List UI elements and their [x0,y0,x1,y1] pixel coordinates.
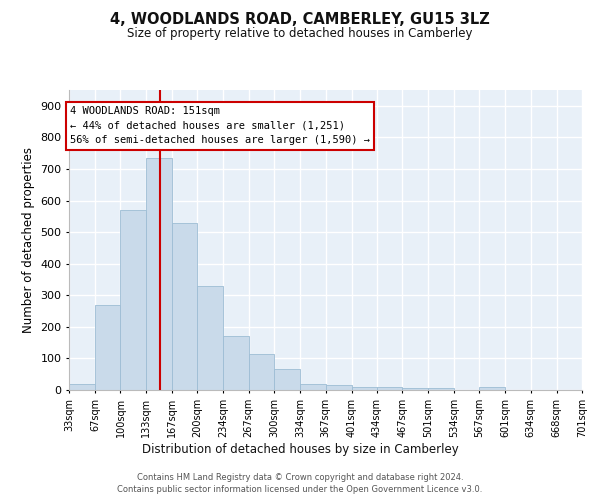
Text: Size of property relative to detached houses in Camberley: Size of property relative to detached ho… [127,28,473,40]
Bar [428,388,454,390]
Text: 4, WOODLANDS ROAD, CAMBERLEY, GU15 3LZ: 4, WOODLANDS ROAD, CAMBERLEY, GU15 3LZ [110,12,490,28]
Bar [197,286,223,390]
Bar [352,387,377,390]
Bar [325,386,352,390]
Bar [121,210,146,390]
Text: Distribution of detached houses by size in Camberley: Distribution of detached houses by size … [142,442,458,456]
Text: 4 WOODLANDS ROAD: 151sqm
← 44% of detached houses are smaller (1,251)
56% of sem: 4 WOODLANDS ROAD: 151sqm ← 44% of detach… [70,106,370,146]
Bar [249,354,274,390]
Bar [479,388,505,390]
Bar [172,222,197,390]
Bar [377,387,402,390]
Bar [69,384,95,390]
Bar [402,388,428,390]
Y-axis label: Number of detached properties: Number of detached properties [22,147,35,333]
Bar [146,158,172,390]
Bar [223,336,249,390]
Text: Contains public sector information licensed under the Open Government Licence v3: Contains public sector information licen… [118,485,482,494]
Text: Contains HM Land Registry data © Crown copyright and database right 2024.: Contains HM Land Registry data © Crown c… [137,472,463,482]
Bar [274,370,300,390]
Bar [300,384,325,390]
Bar [95,304,121,390]
